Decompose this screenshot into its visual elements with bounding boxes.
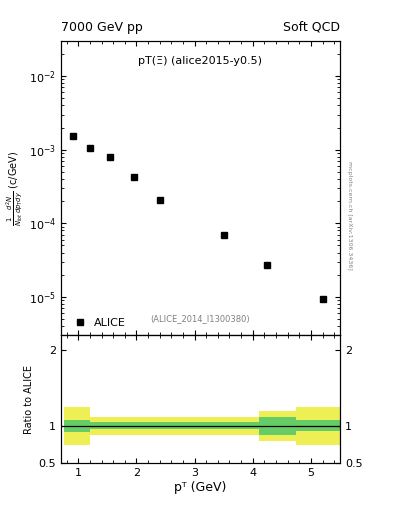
Bar: [64, 420, 90, 432]
ALICE: [108, 154, 113, 160]
ALICE: [265, 262, 270, 268]
Legend: ALICE: ALICE: [66, 315, 129, 330]
Bar: [64, 407, 90, 444]
Text: mcplots.cern.ch [arXiv:1306.3436]: mcplots.cern.ch [arXiv:1306.3436]: [347, 161, 352, 269]
Bar: [90, 417, 259, 435]
ALICE: [157, 197, 162, 203]
Bar: [90, 422, 259, 430]
X-axis label: pᵀ (GeV): pᵀ (GeV): [174, 481, 227, 494]
ALICE: [221, 231, 226, 238]
Text: pT(Ξ) (alice2015-y0.5): pT(Ξ) (alice2015-y0.5): [138, 56, 263, 66]
ALICE: [70, 133, 75, 139]
Y-axis label: Ratio to ALICE: Ratio to ALICE: [24, 365, 34, 434]
ALICE: [131, 174, 136, 180]
Text: Soft QCD: Soft QCD: [283, 20, 340, 34]
Text: (ALICE_2014_I1300380): (ALICE_2014_I1300380): [151, 314, 250, 324]
Line: ALICE: ALICE: [69, 132, 326, 302]
ALICE: [88, 145, 92, 151]
Bar: [296, 420, 343, 431]
Text: 7000 GeV pp: 7000 GeV pp: [61, 20, 143, 34]
Bar: [296, 407, 343, 444]
Y-axis label: $\frac{1}{N_{tot}} \frac{d^{2}N}{dp_{T}dy}$ (c/GeV): $\frac{1}{N_{tot}} \frac{d^{2}N}{dp_{T}d…: [4, 151, 24, 226]
Bar: [259, 411, 296, 441]
ALICE: [320, 295, 325, 302]
Bar: [259, 417, 296, 435]
